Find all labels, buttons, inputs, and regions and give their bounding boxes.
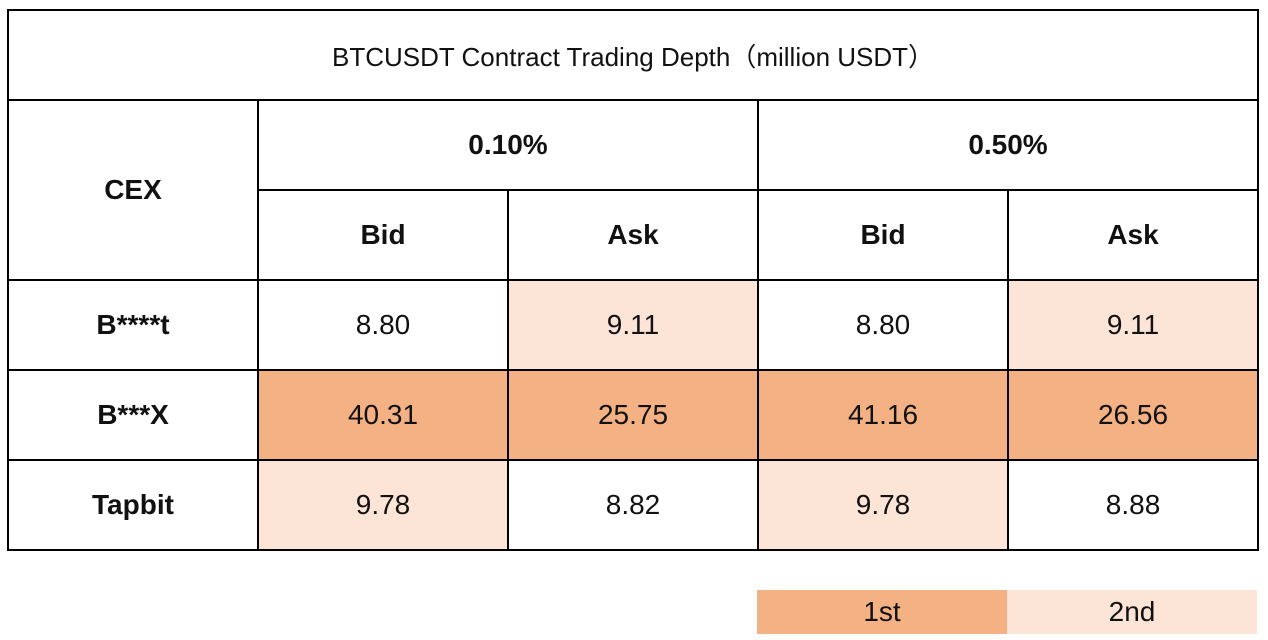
depth-table: BTCUSDT Contract Trading Depth（million U… (6, 9, 1260, 551)
title-row: BTCUSDT Contract Trading Depth（million U… (6, 9, 1260, 101)
cex-header: CEX (7, 99, 259, 281)
exchange-name: B***X (7, 369, 259, 461)
value-cell: 41.16 (757, 369, 1009, 461)
table-row: B***X 40.31 25.75 41.16 26.56 (7, 369, 1260, 461)
table-row: Tapbit 9.78 8.82 9.78 8.88 (7, 459, 1260, 551)
ask-header: Ask (1006, 189, 1260, 281)
value-cell: 9.78 (757, 459, 1009, 551)
table-row: B****t 8.80 9.11 8.80 9.11 (7, 279, 1260, 371)
side-header-row: Bid Ask Bid Ask (8, 189, 1260, 281)
legend-first-swatch: 1st (757, 590, 1007, 634)
bid-header: Bid (757, 189, 1009, 281)
value-cell: 25.75 (507, 369, 759, 461)
bid-header: Bid (257, 189, 509, 281)
exchange-name: B****t (7, 279, 259, 371)
value-cell: 8.80 (257, 279, 509, 371)
depth-header-0-10: 0.10% (257, 99, 759, 191)
legend-second-swatch: 2nd (1007, 590, 1257, 634)
value-cell: 40.31 (257, 369, 509, 461)
value-cell: 8.80 (757, 279, 1009, 371)
depth-header-row: CEX 0.10% 0.50% (7, 99, 1260, 281)
table-title: BTCUSDT Contract Trading Depth（million U… (6, 9, 1260, 101)
value-cell: 8.88 (1006, 459, 1260, 551)
value-cell: 9.78 (257, 459, 509, 551)
rank-legend: 1st 2nd (757, 590, 1257, 634)
value-cell: 26.56 (1006, 369, 1260, 461)
value-cell: 9.11 (1006, 279, 1260, 371)
exchange-name: Tapbit (7, 459, 259, 551)
ask-header: Ask (507, 189, 759, 281)
depth-header-0-50: 0.50% (756, 99, 1260, 191)
value-cell: 8.82 (507, 459, 759, 551)
value-cell: 9.11 (507, 279, 759, 371)
